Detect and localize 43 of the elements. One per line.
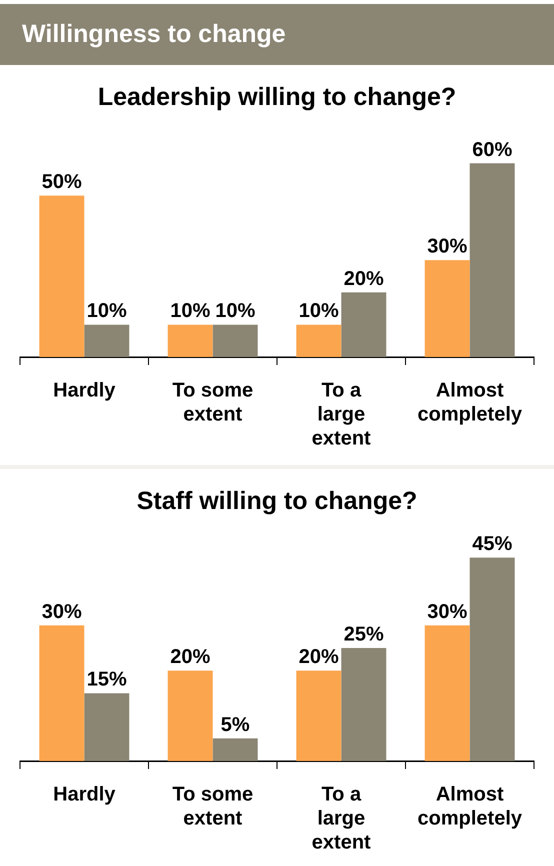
data-label: 20% [344,268,384,290]
bar [212,324,258,357]
bar [341,648,386,761]
data-label: 45% [472,533,512,556]
x-tick-label: To a large extent [312,380,372,450]
bar [168,670,213,761]
data-label: 30% [427,600,468,623]
bar [212,738,258,761]
data-label: 50% [42,171,82,194]
data-label: 30% [42,600,82,623]
x-tick-label: Almost completely [418,784,523,830]
bar [296,324,342,357]
x-tick-label: To some extent [172,380,254,426]
x-tick-label: Hardly [53,784,116,806]
chart-title: Staff willing to change? [136,486,418,515]
bar [296,670,342,761]
chart-title: Leadership willing to change? [98,82,456,111]
bar [470,163,515,357]
data-label: 60% [472,138,512,161]
bar [341,292,386,357]
bar [470,558,515,761]
data-label: 10% [215,300,256,322]
data-label: 20% [298,646,339,668]
data-label: 10% [170,300,210,322]
data-label: 20% [170,646,210,668]
bar [168,324,213,357]
x-tick-label: To some extent [172,784,254,830]
text: Willingness to change [0,4,554,65]
data-label: 25% [344,624,384,646]
bar [84,324,130,357]
x-tick-label: Hardly [53,380,116,402]
bar [39,196,84,357]
x-tick-label: To a large extent [312,784,372,854]
bar [39,625,84,761]
data-label: 5% [220,714,250,736]
x-tick-label: Almost completely [418,380,523,426]
data-label: 10% [86,300,127,322]
data-label: 30% [427,236,468,258]
bar [424,625,470,761]
bar [424,260,470,357]
data-label: 10% [298,300,339,322]
data-label: 15% [86,668,127,691]
bar [84,693,130,761]
